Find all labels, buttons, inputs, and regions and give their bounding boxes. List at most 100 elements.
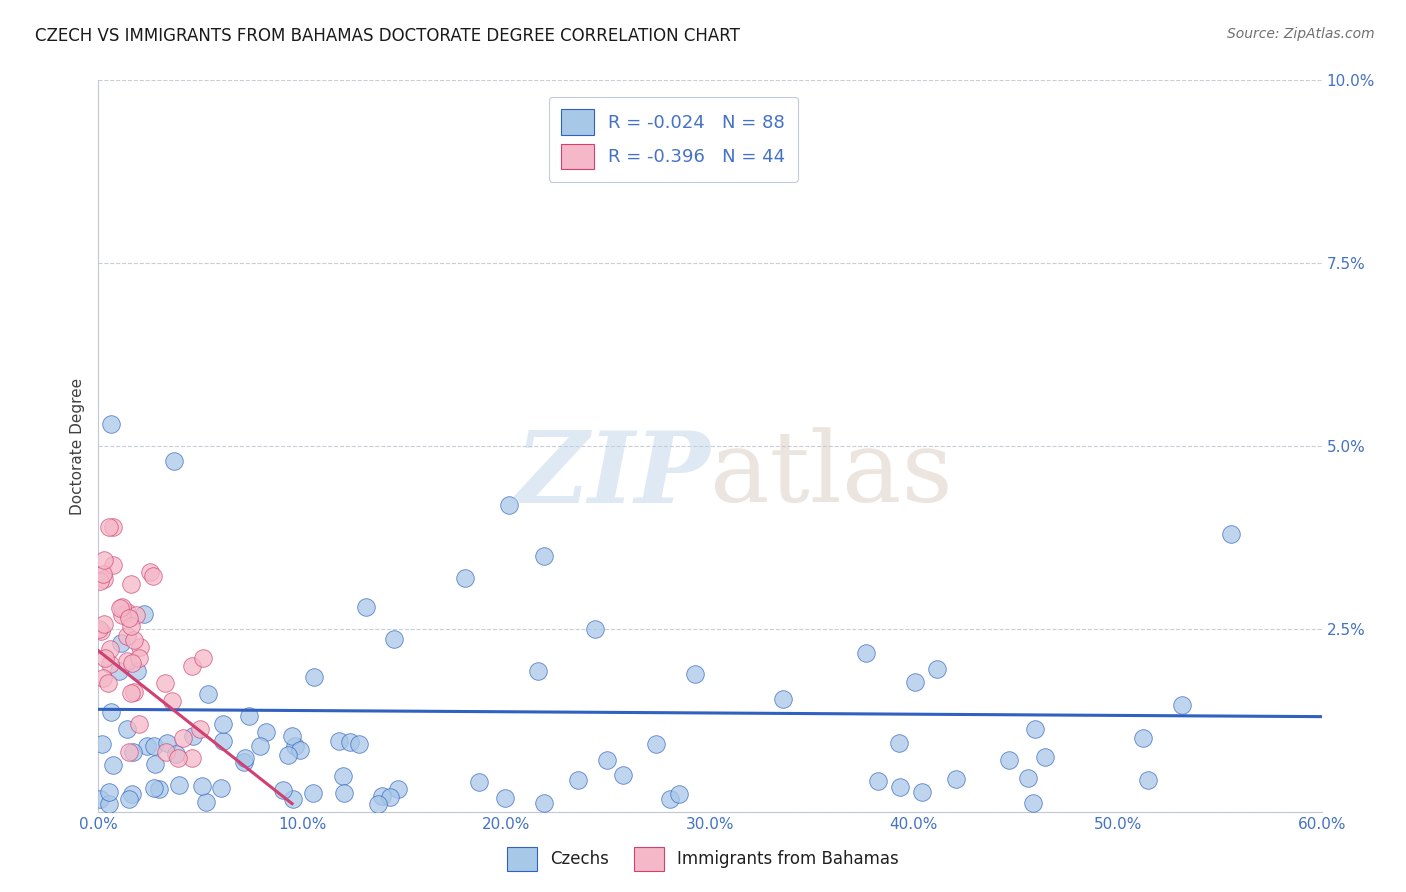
Point xyxy=(120,618,142,632)
Point xyxy=(117,791,139,805)
Point xyxy=(367,797,389,811)
Point xyxy=(533,796,555,810)
Legend: R = -0.024   N = 88, R = -0.396   N = 44: R = -0.024 N = 88, R = -0.396 N = 44 xyxy=(548,96,799,182)
Point xyxy=(91,671,114,685)
Point xyxy=(249,739,271,753)
Point xyxy=(101,558,124,573)
Point xyxy=(233,756,256,770)
Point xyxy=(167,778,190,792)
Point xyxy=(659,791,682,805)
Point xyxy=(927,662,949,676)
Point xyxy=(89,792,111,806)
Point xyxy=(1035,750,1057,764)
Point xyxy=(238,709,260,723)
Point xyxy=(115,723,138,737)
Point xyxy=(91,566,114,581)
Point xyxy=(120,577,142,591)
Point xyxy=(135,739,157,753)
Point xyxy=(91,737,114,751)
Point xyxy=(387,782,409,797)
Point xyxy=(301,786,323,800)
Point xyxy=(645,737,668,751)
Point xyxy=(339,734,361,748)
Point xyxy=(128,717,150,731)
Point xyxy=(120,686,142,700)
Point xyxy=(271,782,294,797)
Point xyxy=(94,650,117,665)
Point xyxy=(121,787,143,801)
Point xyxy=(93,616,115,631)
Point xyxy=(122,685,145,699)
Point xyxy=(100,657,122,671)
Point xyxy=(181,729,204,743)
Point xyxy=(328,733,350,747)
Point xyxy=(612,768,634,782)
Point xyxy=(101,520,124,534)
Point xyxy=(378,790,401,805)
Point xyxy=(254,724,277,739)
Point xyxy=(101,757,124,772)
Point xyxy=(277,748,299,763)
Point xyxy=(945,772,967,787)
Text: Source: ZipAtlas.com: Source: ZipAtlas.com xyxy=(1227,27,1375,41)
Point xyxy=(290,743,312,757)
Point xyxy=(117,654,139,668)
Point xyxy=(212,734,235,748)
Point xyxy=(194,795,217,809)
Point xyxy=(160,694,183,708)
Point xyxy=(148,781,170,796)
Point xyxy=(129,640,152,655)
Point xyxy=(855,646,877,660)
Point xyxy=(347,737,370,751)
Text: ZIP: ZIP xyxy=(515,427,710,524)
Point xyxy=(100,705,122,719)
Point xyxy=(115,605,138,619)
Point xyxy=(302,670,325,684)
Point xyxy=(889,736,911,750)
Point xyxy=(583,622,606,636)
Text: atlas: atlas xyxy=(710,427,953,523)
Point xyxy=(153,675,176,690)
Point xyxy=(197,687,219,701)
Y-axis label: Doctorate Degree: Doctorate Degree xyxy=(69,377,84,515)
Point xyxy=(111,607,134,622)
Point xyxy=(97,675,120,690)
Point xyxy=(866,774,889,789)
Point xyxy=(117,611,139,625)
Point xyxy=(110,636,132,650)
Point xyxy=(498,498,520,512)
Point xyxy=(181,659,204,673)
Legend: Czechs, Immigrants from Bahamas: Czechs, Immigrants from Bahamas xyxy=(499,839,907,880)
Point xyxy=(143,780,166,795)
Point xyxy=(142,569,165,583)
Point xyxy=(172,731,194,745)
Point xyxy=(668,787,690,801)
Point xyxy=(167,750,190,764)
Point xyxy=(139,566,162,580)
Point xyxy=(143,756,166,771)
Point xyxy=(191,651,214,665)
Point xyxy=(100,417,122,431)
Point xyxy=(1132,731,1154,746)
Point xyxy=(371,789,394,803)
Point xyxy=(354,599,377,614)
Point xyxy=(209,781,232,796)
Point xyxy=(125,608,148,623)
Point xyxy=(772,691,794,706)
Point xyxy=(163,453,186,467)
Point xyxy=(122,632,145,647)
Point xyxy=(89,574,111,589)
Point xyxy=(281,729,304,743)
Point xyxy=(533,549,555,563)
Point xyxy=(190,723,212,737)
Point xyxy=(87,623,110,637)
Point xyxy=(1170,698,1192,712)
Point xyxy=(115,629,138,643)
Point xyxy=(122,745,145,759)
Point xyxy=(332,786,354,800)
Point xyxy=(132,607,155,622)
Point xyxy=(235,751,257,765)
Point xyxy=(97,785,120,799)
Point xyxy=(111,600,134,615)
Point xyxy=(108,664,131,678)
